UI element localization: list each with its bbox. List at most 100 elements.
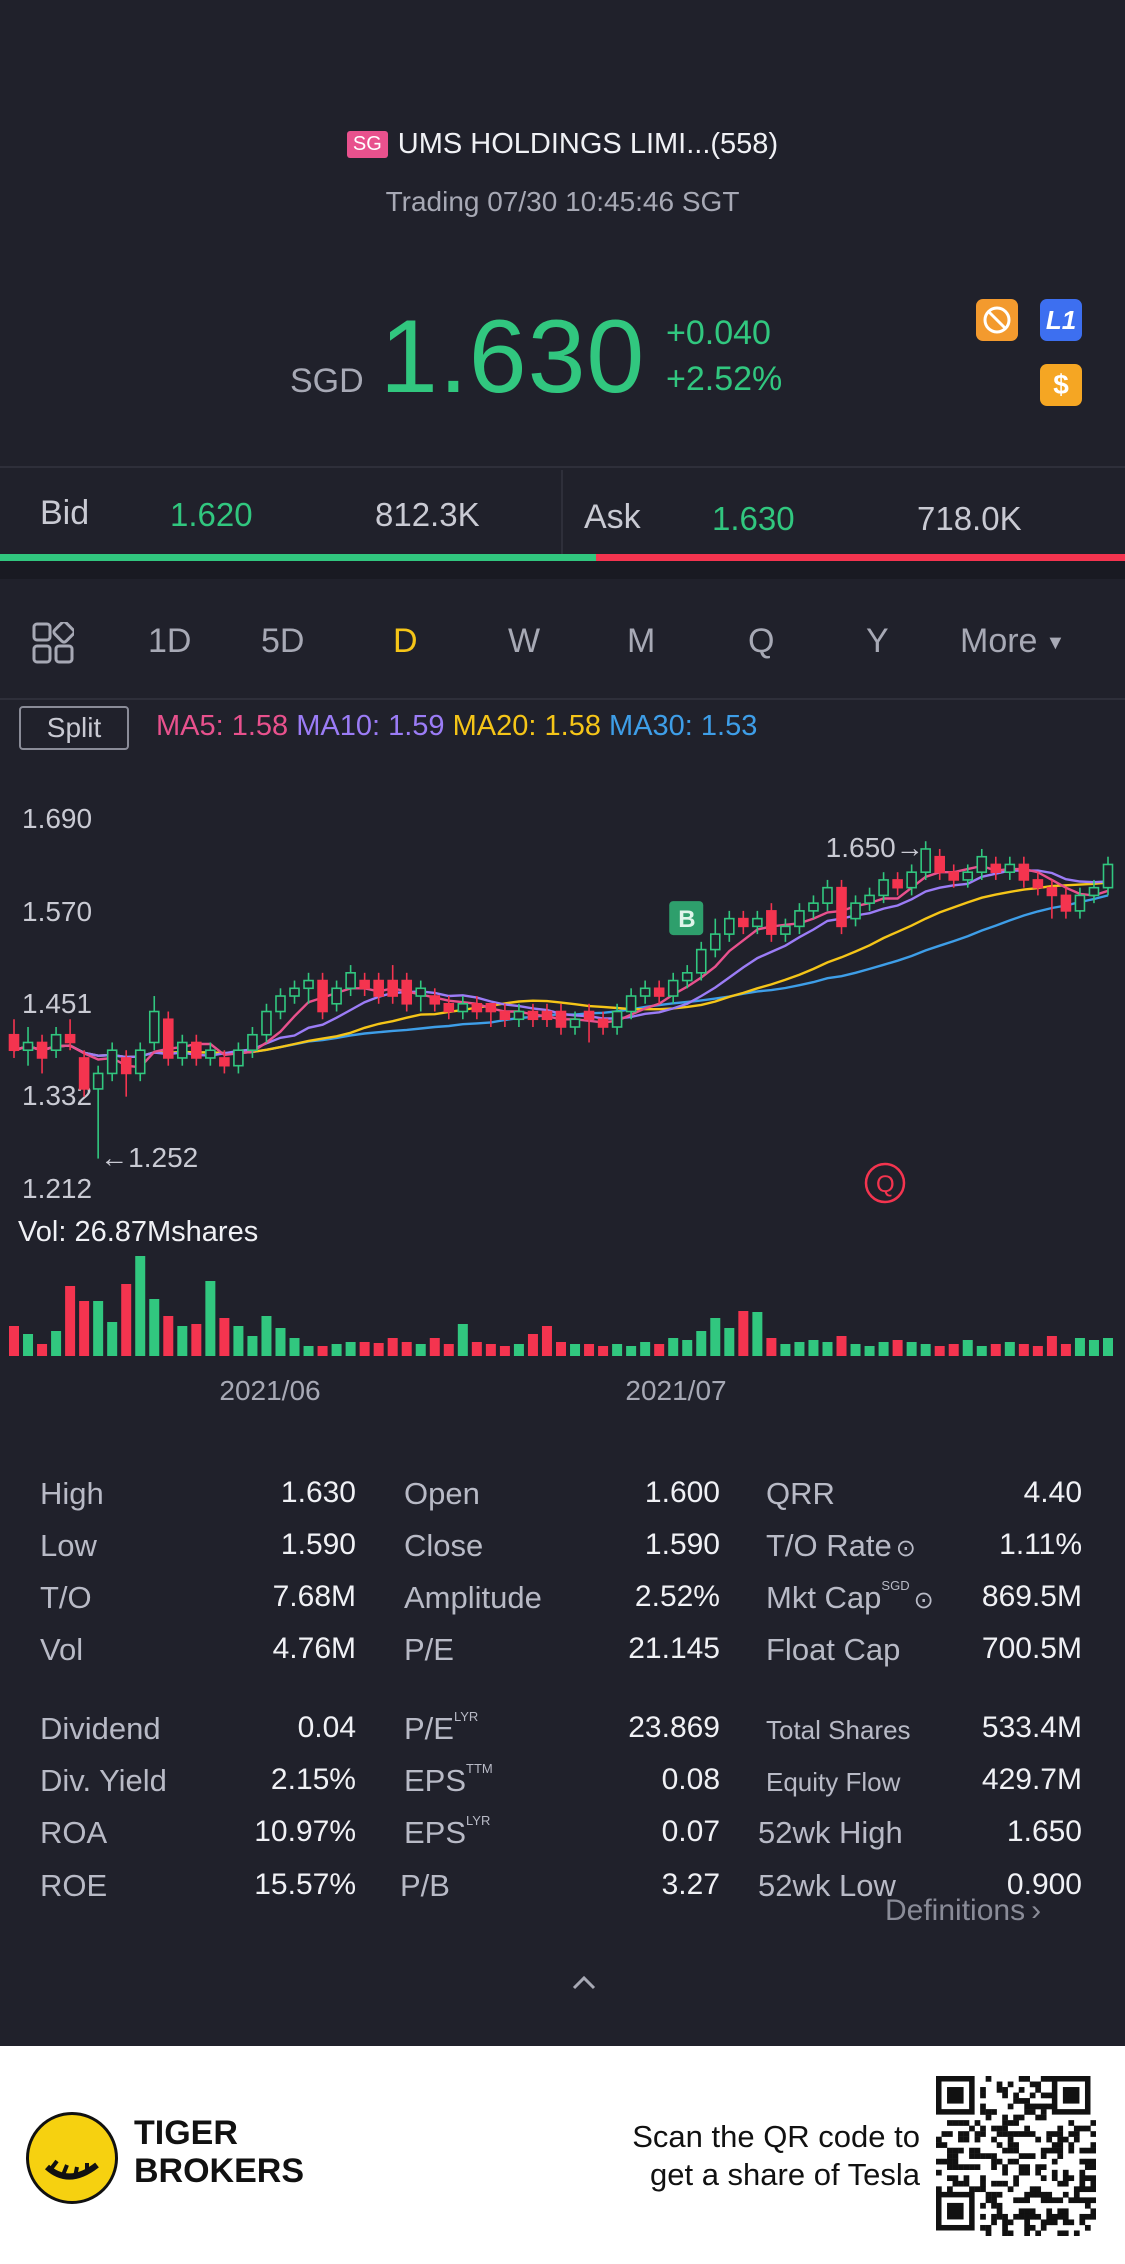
qr-module [1018, 2153, 1025, 2159]
qr-module [991, 2109, 997, 2115]
stat-label: Equity Flow [766, 1767, 900, 1798]
volume-bar-up [570, 1344, 581, 1356]
qr-module [947, 2158, 953, 2165]
volume-bar-up [752, 1312, 763, 1356]
candle-down [934, 855, 945, 873]
buy-marker-label: B [678, 906, 695, 933]
tab-1d[interactable]: 1D [148, 622, 192, 660]
qr-module [952, 2175, 959, 2182]
qr-module [1062, 2169, 1069, 2176]
stock-name: UMS HOLDINGS LIMI...(558) [397, 128, 779, 160]
info-icon[interactable]: ⊙ [895, 1535, 916, 1562]
candle-down [471, 1002, 483, 1013]
volume-bar-down [836, 1336, 847, 1356]
volume-bar-up [303, 1346, 314, 1356]
bid-size: 812.3K [375, 496, 480, 533]
volume-bar-up [920, 1344, 931, 1356]
info-icon[interactable]: ⊙ [913, 1587, 934, 1614]
qr-module [1040, 2175, 1047, 2182]
candle-down [1060, 894, 1072, 912]
stat-value: 21.145 [628, 1632, 720, 1665]
high-marker: 1.650→ [826, 832, 924, 863]
tab-more[interactable]: More ▼ [960, 622, 1065, 661]
qr-module [1018, 2114, 1025, 2121]
collapse-chevron-icon[interactable] [566, 1970, 602, 1999]
currency-label: SGD [290, 362, 364, 400]
qr-module [1013, 2114, 1019, 2121]
qr-module [1090, 2131, 1096, 2137]
qr-module [947, 2153, 953, 2159]
qr-module [1062, 2219, 1069, 2226]
qr-module [1084, 2213, 1091, 2220]
candle-down [317, 979, 328, 1013]
chevron-down-icon: ▼ [1045, 631, 1066, 654]
qr-module [1084, 2158, 1091, 2165]
qr-module [985, 2114, 992, 2121]
qr-code[interactable] [936, 2076, 1096, 2236]
stat-label: ROE [40, 1868, 107, 1904]
qr-module [1024, 2153, 1030, 2159]
qr-module [1018, 2208, 1025, 2215]
qr-module [1040, 2219, 1047, 2226]
qr-module [1035, 2230, 1042, 2236]
qr-module [974, 2186, 981, 2193]
volume-bar-down [37, 1344, 48, 1356]
tab-q[interactable]: Q [748, 622, 775, 660]
candle-up [345, 972, 356, 990]
definitions-link[interactable]: Definitions › [885, 1894, 1041, 1928]
tab-d[interactable]: D [393, 622, 418, 660]
candle-down [219, 1057, 230, 1067]
candle-up [1088, 886, 1100, 897]
qr-module [980, 2213, 986, 2220]
volume-bar-up [780, 1344, 791, 1356]
qr-module [1007, 2136, 1014, 2143]
volume-bar-down [766, 1338, 777, 1356]
qr-module [1073, 2125, 1080, 2132]
volume-bar-up [457, 1324, 468, 1356]
volume-bar-down [163, 1316, 174, 1356]
qr-module [936, 2186, 942, 2193]
qr-module [1035, 2164, 1042, 2170]
qr-module [1002, 2180, 1008, 2187]
tab-w[interactable]: W [508, 622, 541, 660]
no-short-icon[interactable] [976, 299, 1018, 341]
candle-up [50, 1033, 62, 1052]
divider [0, 698, 1125, 700]
candle-up [106, 1049, 118, 1075]
split-button[interactable]: Split [19, 706, 129, 750]
tab-5d[interactable]: 5D [261, 622, 305, 660]
stat-label-text: P/B [400, 1868, 450, 1903]
ma30-value: MA30: 1.53 [609, 710, 758, 742]
qr-module [991, 2153, 997, 2159]
buy-marker-badge [669, 901, 704, 936]
volume-bar-down [541, 1326, 552, 1356]
volume-bar-up [822, 1342, 833, 1356]
qr-module [1029, 2092, 1036, 2099]
qr-module [1013, 2120, 1019, 2126]
level1-icon[interactable]: L1 [1040, 299, 1082, 341]
dollar-icon[interactable]: $ [1040, 364, 1082, 406]
tab-y[interactable]: Y [866, 622, 889, 660]
qr-module [952, 2147, 959, 2154]
tab-m[interactable]: M [627, 622, 656, 660]
stat-label: Amplitude [404, 1580, 542, 1616]
volume-bar-up [233, 1326, 244, 1356]
chart-grid-icon[interactable] [32, 620, 76, 669]
candle-down [948, 871, 960, 881]
qr-module [963, 2131, 970, 2137]
volume-bar-down [401, 1342, 412, 1356]
qr-module [996, 2131, 1003, 2137]
qr-module [1062, 2136, 1069, 2143]
stat-label-text: Low [40, 1528, 97, 1563]
qr-module [958, 2136, 964, 2143]
candlestick-chart[interactable]: 1.6901.5701.4511.3321.2121.650→←1.252BQ2… [0, 790, 1125, 1410]
stat-label-text: Float Cap [766, 1632, 901, 1667]
qr-module [952, 2180, 959, 2187]
qr-module [1068, 2142, 1075, 2148]
candle-up [569, 1018, 581, 1028]
qr-module [1057, 2153, 1064, 2159]
volume-bar-down [471, 1342, 482, 1356]
qr-module [991, 2202, 997, 2209]
qr-module [1057, 2142, 1064, 2148]
qr-module [1007, 2158, 1014, 2165]
